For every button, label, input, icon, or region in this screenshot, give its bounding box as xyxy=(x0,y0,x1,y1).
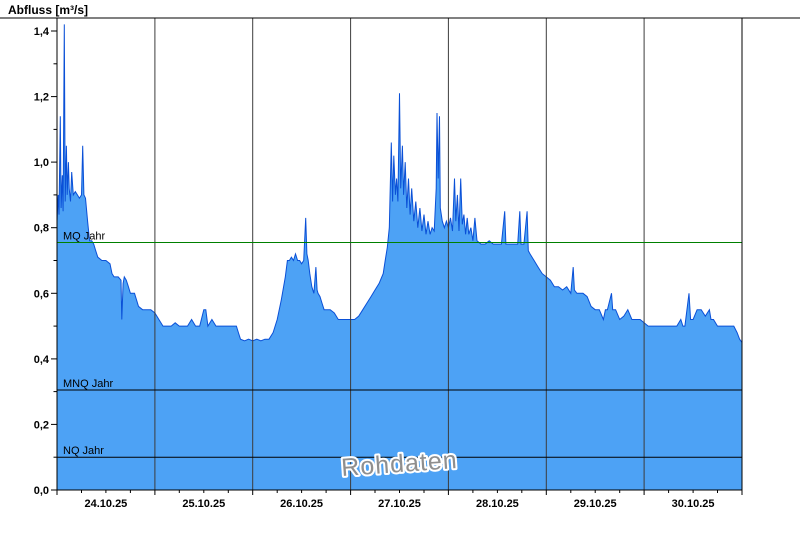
x-date-label: 24.10.25 xyxy=(84,498,127,510)
y-tick-label: 0,0 xyxy=(34,485,49,497)
y-axis-title: Abfluss [m³/s] xyxy=(8,3,88,17)
discharge-line xyxy=(57,24,742,343)
x-date-label: 26.10.25 xyxy=(280,498,323,510)
x-date-label: 25.10.25 xyxy=(182,498,225,510)
ref-line-label-mq: MQ Jahr xyxy=(63,230,106,242)
discharge-area-fill xyxy=(57,24,742,490)
x-date-label: 27.10.25 xyxy=(378,498,421,510)
y-tick-label: 0,2 xyxy=(34,419,49,431)
y-tick-label: 0,8 xyxy=(34,223,49,235)
ref-line-label-mnq: MNQ Jahr xyxy=(63,378,113,390)
x-date-label: 30.10.25 xyxy=(672,498,715,510)
grid-layer xyxy=(154,18,645,490)
y-tick-label: 1,2 xyxy=(34,92,49,104)
reference-lines-layer: MQ Jahr MNQ Jahr NQ Jahr xyxy=(57,230,742,458)
ref-line-label-nq: NQ Jahr xyxy=(63,445,104,457)
axes-layer: 0,0 0,2 0,4 0,6 0,8 1,0 1,2 1,4 24.10.25 25.10.25… xyxy=(34,26,743,510)
y-tick-label: 0,6 xyxy=(34,288,49,300)
y-tick-label: 0,4 xyxy=(34,354,50,366)
x-date-label: 29.10.25 xyxy=(574,498,617,510)
y-tick-label: 1,4 xyxy=(34,26,50,38)
x-date-label: 28.10.25 xyxy=(476,498,519,510)
y-tick-label: 1,0 xyxy=(34,157,49,169)
series-layer xyxy=(57,24,742,490)
